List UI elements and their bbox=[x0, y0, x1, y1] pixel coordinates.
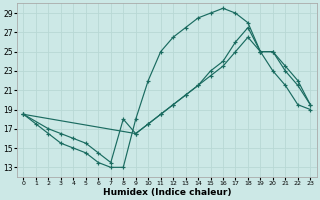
X-axis label: Humidex (Indice chaleur): Humidex (Indice chaleur) bbox=[103, 188, 231, 197]
